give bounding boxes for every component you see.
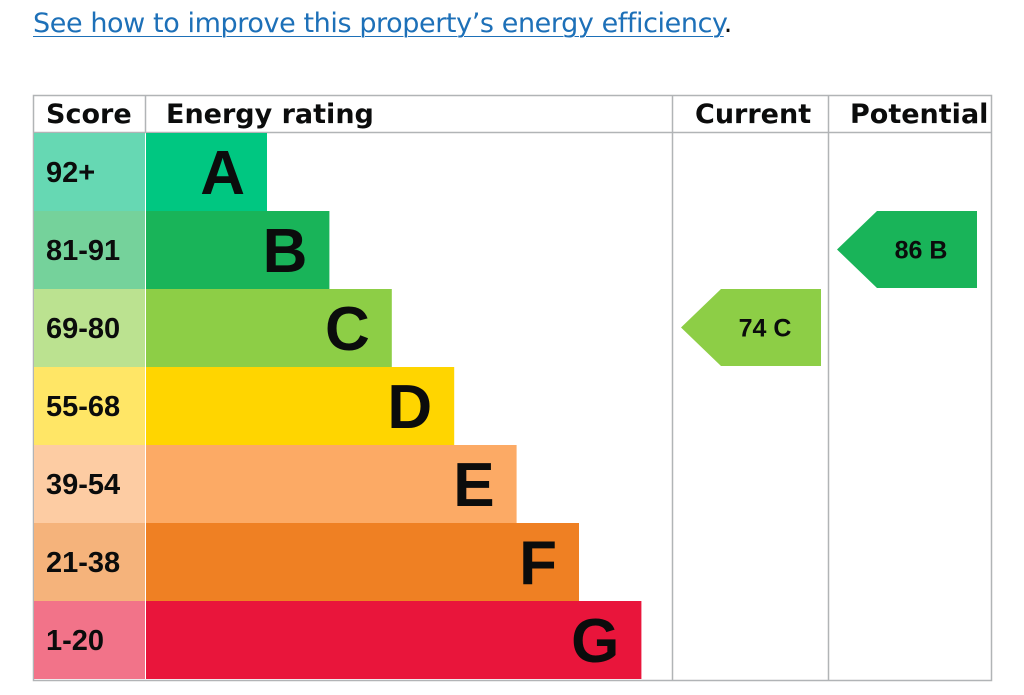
rating-bands: 92+ A 81-91 B 69-80 C 55-68 D 39-54 E 21-38 F 1-20 G xyxy=(34,133,642,679)
score-label-b: 81-91 xyxy=(46,235,120,267)
improve-efficiency-line: See how to improve this property’s energ… xyxy=(33,8,732,39)
band-bar-f xyxy=(146,523,579,601)
chart-border xyxy=(32,94,993,682)
score-label-f: 21-38 xyxy=(46,547,120,579)
band-letter-a: A xyxy=(200,139,245,208)
band-bar-b xyxy=(146,211,330,289)
band-bar-g xyxy=(146,601,642,679)
band-letter-g: G xyxy=(571,607,619,676)
score-cell-d xyxy=(34,367,145,445)
score-label-d: 55-68 xyxy=(46,391,120,423)
current-arrow xyxy=(681,289,821,366)
score-label-a: 92+ xyxy=(46,157,95,189)
score-cell-a xyxy=(34,133,145,211)
band-letter-c: C xyxy=(325,295,370,364)
improve-efficiency-link[interactable]: See how to improve this property’s energ… xyxy=(33,8,724,39)
score-label-c: 69-80 xyxy=(46,313,120,345)
band-bar-c xyxy=(146,289,392,367)
band-letter-e: E xyxy=(453,451,494,520)
current-header: Current xyxy=(695,99,811,130)
score-cell-e xyxy=(34,445,145,523)
potential-arrow xyxy=(837,211,977,288)
score-cell-c xyxy=(34,289,145,367)
score-label-e: 39-54 xyxy=(46,469,120,501)
band-bar-a xyxy=(146,133,267,211)
score-cell-f xyxy=(34,523,145,601)
current-rating-label: 74 C xyxy=(739,315,792,343)
score-cell-g xyxy=(34,601,145,679)
score-header: Score xyxy=(46,99,132,130)
band-bar-e xyxy=(146,445,517,523)
link-trailing-period: . xyxy=(723,8,733,39)
potential-header: Potential xyxy=(850,99,988,130)
rating-arrows: 74 C 86 B xyxy=(681,211,977,366)
band-bar-d xyxy=(146,367,455,445)
band-letter-f: F xyxy=(519,529,557,598)
band-letter-d: D xyxy=(387,373,432,442)
score-label-g: 1-20 xyxy=(46,625,104,657)
chart-grid xyxy=(32,94,993,682)
potential-rating-label: 86 B xyxy=(895,237,948,265)
energy-rating-header: Energy rating xyxy=(166,99,374,130)
score-cell-b xyxy=(34,211,145,289)
band-letter-b: B xyxy=(263,217,308,286)
